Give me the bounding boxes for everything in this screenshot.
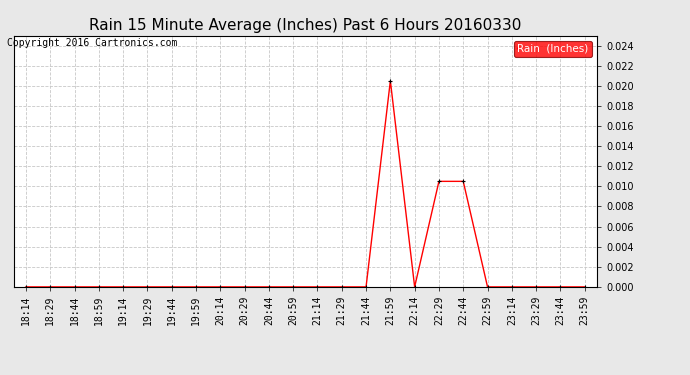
Text: Copyright 2016 Cartronics.com: Copyright 2016 Cartronics.com: [7, 38, 177, 48]
Title: Rain 15 Minute Average (Inches) Past 6 Hours 20160330: Rain 15 Minute Average (Inches) Past 6 H…: [89, 18, 522, 33]
Legend: Rain  (Inches): Rain (Inches): [514, 41, 591, 57]
